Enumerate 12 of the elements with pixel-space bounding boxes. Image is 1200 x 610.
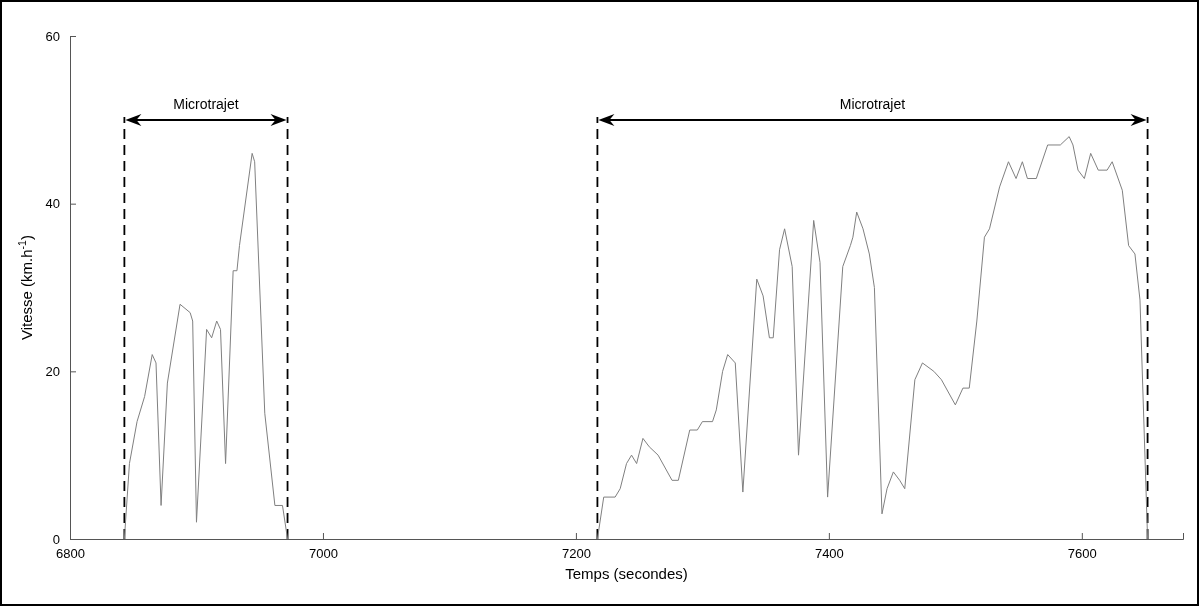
y-tick-label: 20	[45, 363, 60, 379]
x-tick-label: 6800	[56, 546, 85, 562]
x-axis-title: Temps (secondes)	[565, 565, 688, 582]
x-tick-label: 7000	[308, 546, 338, 562]
y-tick-label: 40	[45, 196, 60, 212]
annotation: Microtrajet	[173, 96, 239, 112]
annotation: Microtrajet	[839, 96, 906, 112]
y-tick-label: 0	[52, 531, 60, 547]
y-tick-label: 60	[45, 28, 60, 44]
x-tick-label: 7400	[814, 546, 844, 562]
x-tick-label: 7200	[561, 546, 591, 562]
x-tick-label: 7600	[1067, 546, 1097, 562]
